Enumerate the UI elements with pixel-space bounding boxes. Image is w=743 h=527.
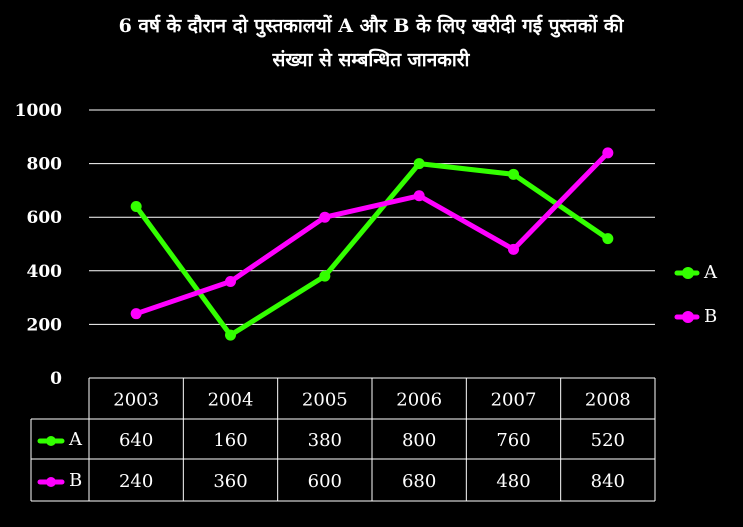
y-tick-label: 800: [27, 155, 63, 175]
table-legend-marker: [46, 436, 56, 446]
series-line: [133, 150, 611, 317]
legend-marker: [682, 267, 694, 279]
data-point: [602, 233, 614, 245]
table-legend-marker: [46, 477, 56, 487]
table-series-label: B: [69, 470, 82, 491]
data-label: 840: [591, 471, 625, 492]
data-point: [225, 276, 236, 288]
x-tick-label: 2005: [302, 390, 348, 411]
data-point: [602, 147, 614, 159]
data-label: 160: [213, 430, 247, 451]
data-label: 480: [496, 471, 530, 492]
data-label: 680: [402, 471, 436, 492]
legend-label: B: [704, 306, 717, 327]
data-label: 600: [308, 471, 342, 492]
data-point: [413, 158, 425, 170]
legend-label: A: [703, 262, 718, 283]
x-tick-label: 2007: [491, 390, 537, 411]
y-tick-label: 1000: [15, 101, 62, 121]
y-tick-label: 600: [27, 208, 63, 228]
data-label: 520: [591, 430, 625, 451]
data-table: 2003 2004 2005 2006 2007 2008 A 640 160 380 800 760…: [30, 377, 656, 502]
data-label: 800: [402, 430, 436, 451]
table-series-label: A: [68, 429, 83, 450]
data-label: 380: [308, 430, 342, 451]
data-label: 360: [213, 471, 247, 492]
data-label: 240: [119, 471, 153, 492]
x-tick-label: 2003: [113, 390, 159, 411]
legend-marker: [682, 311, 694, 323]
y-axis-ticks: 0 200 400 600 800 1000: [15, 101, 62, 389]
data-label: 760: [496, 430, 530, 451]
data-point: [508, 243, 519, 255]
y-tick-label: 200: [27, 315, 63, 335]
data-point: [130, 308, 142, 320]
data-point: [319, 211, 331, 223]
data-point: [508, 168, 519, 180]
x-tick-label: 2008: [585, 390, 631, 411]
series-line: [133, 161, 611, 338]
x-tick-label: 2006: [396, 390, 442, 411]
data-point: [319, 270, 331, 282]
y-tick-label: 0: [50, 369, 62, 389]
chart-title-line-2: संख्या से सम्बन्धित जानकारी: [272, 48, 471, 71]
data-point: [130, 200, 142, 212]
x-tick-label: 2004: [208, 390, 254, 411]
chart-title-line-1: 6 वर्ष के दौरान दो पुस्तकालयों A और B के…: [119, 14, 625, 38]
data-series: [130, 147, 614, 341]
data-point: [225, 329, 236, 341]
data-label: 640: [119, 430, 153, 451]
legend: AB: [674, 262, 718, 327]
y-tick-label: 400: [27, 262, 63, 282]
data-point: [413, 190, 425, 202]
